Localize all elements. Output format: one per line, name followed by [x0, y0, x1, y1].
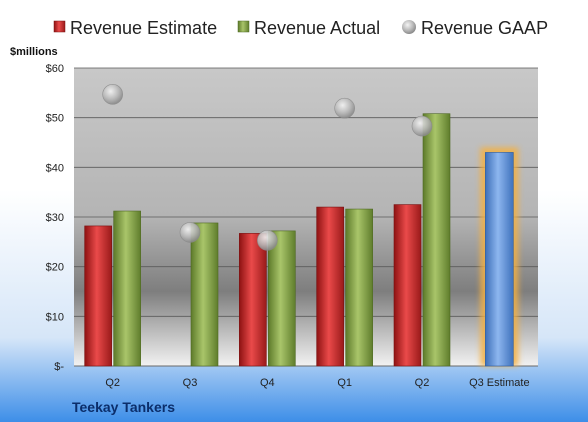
- x-tick-label: Q1: [337, 377, 352, 389]
- actual-bar: [113, 210, 141, 367]
- legend-swatch-estimate: [53, 20, 66, 33]
- grid-lines: [74, 67, 538, 367]
- company-name: Teekay Tankers: [72, 399, 175, 415]
- y-tick-label: $60: [46, 63, 64, 75]
- y-tick-label: $10: [46, 311, 64, 323]
- gaap-marker: [179, 222, 201, 243]
- legend: Revenue Estimate Revenue Actual Revenue …: [53, 18, 548, 38]
- y-tick-label: $30: [46, 212, 64, 224]
- forecast-bar: [485, 152, 514, 367]
- gaap-marker: [334, 97, 355, 119]
- x-axis-ticks: Q2 Q3 Q4 Q1 Q2 Q3 Estimate: [105, 377, 529, 389]
- x-tick-label: Q3: [183, 377, 198, 389]
- legend-item-estimate: Revenue Estimate: [53, 18, 217, 38]
- x-tick-label: Q2: [105, 377, 120, 389]
- legend-swatch-actual: [237, 20, 250, 33]
- legend-item-actual: Revenue Actual: [237, 18, 380, 38]
- legend-swatch-gaap: [402, 20, 416, 34]
- gaap-marker: [102, 84, 123, 105]
- x-tick-label: Q3 Estimate: [469, 377, 530, 389]
- legend-label-gaap: Revenue GAAP: [421, 18, 548, 38]
- y-axis-unit-label: $millions: [10, 46, 58, 58]
- y-tick-label: $20: [46, 262, 64, 274]
- estimate-bar: [393, 204, 422, 367]
- gaap-marker: [411, 115, 433, 137]
- actual-bar: [422, 113, 451, 367]
- y-axis-ticks: $- $10 $20 $30 $40 $50 $60: [46, 63, 65, 373]
- estimate-bar: [84, 225, 112, 367]
- x-tick-label: Q2: [415, 377, 430, 389]
- actual-bar: [268, 230, 296, 367]
- estimate-bar: [239, 233, 267, 367]
- legend-label-actual: Revenue Actual: [254, 18, 380, 38]
- bars: [84, 113, 519, 367]
- actual-bar: [190, 222, 219, 367]
- y-tick-label: $50: [46, 113, 64, 125]
- legend-label-estimate: Revenue Estimate: [70, 18, 217, 38]
- legend-item-gaap: Revenue GAAP: [402, 18, 548, 38]
- gaap-markers: [102, 84, 433, 251]
- actual-bar: [345, 208, 373, 367]
- estimate-bar: [316, 206, 344, 367]
- y-tick-label: $-: [54, 361, 64, 373]
- gaap-marker: [257, 230, 278, 251]
- y-tick-label: $40: [46, 162, 64, 174]
- x-tick-label: Q4: [260, 377, 275, 389]
